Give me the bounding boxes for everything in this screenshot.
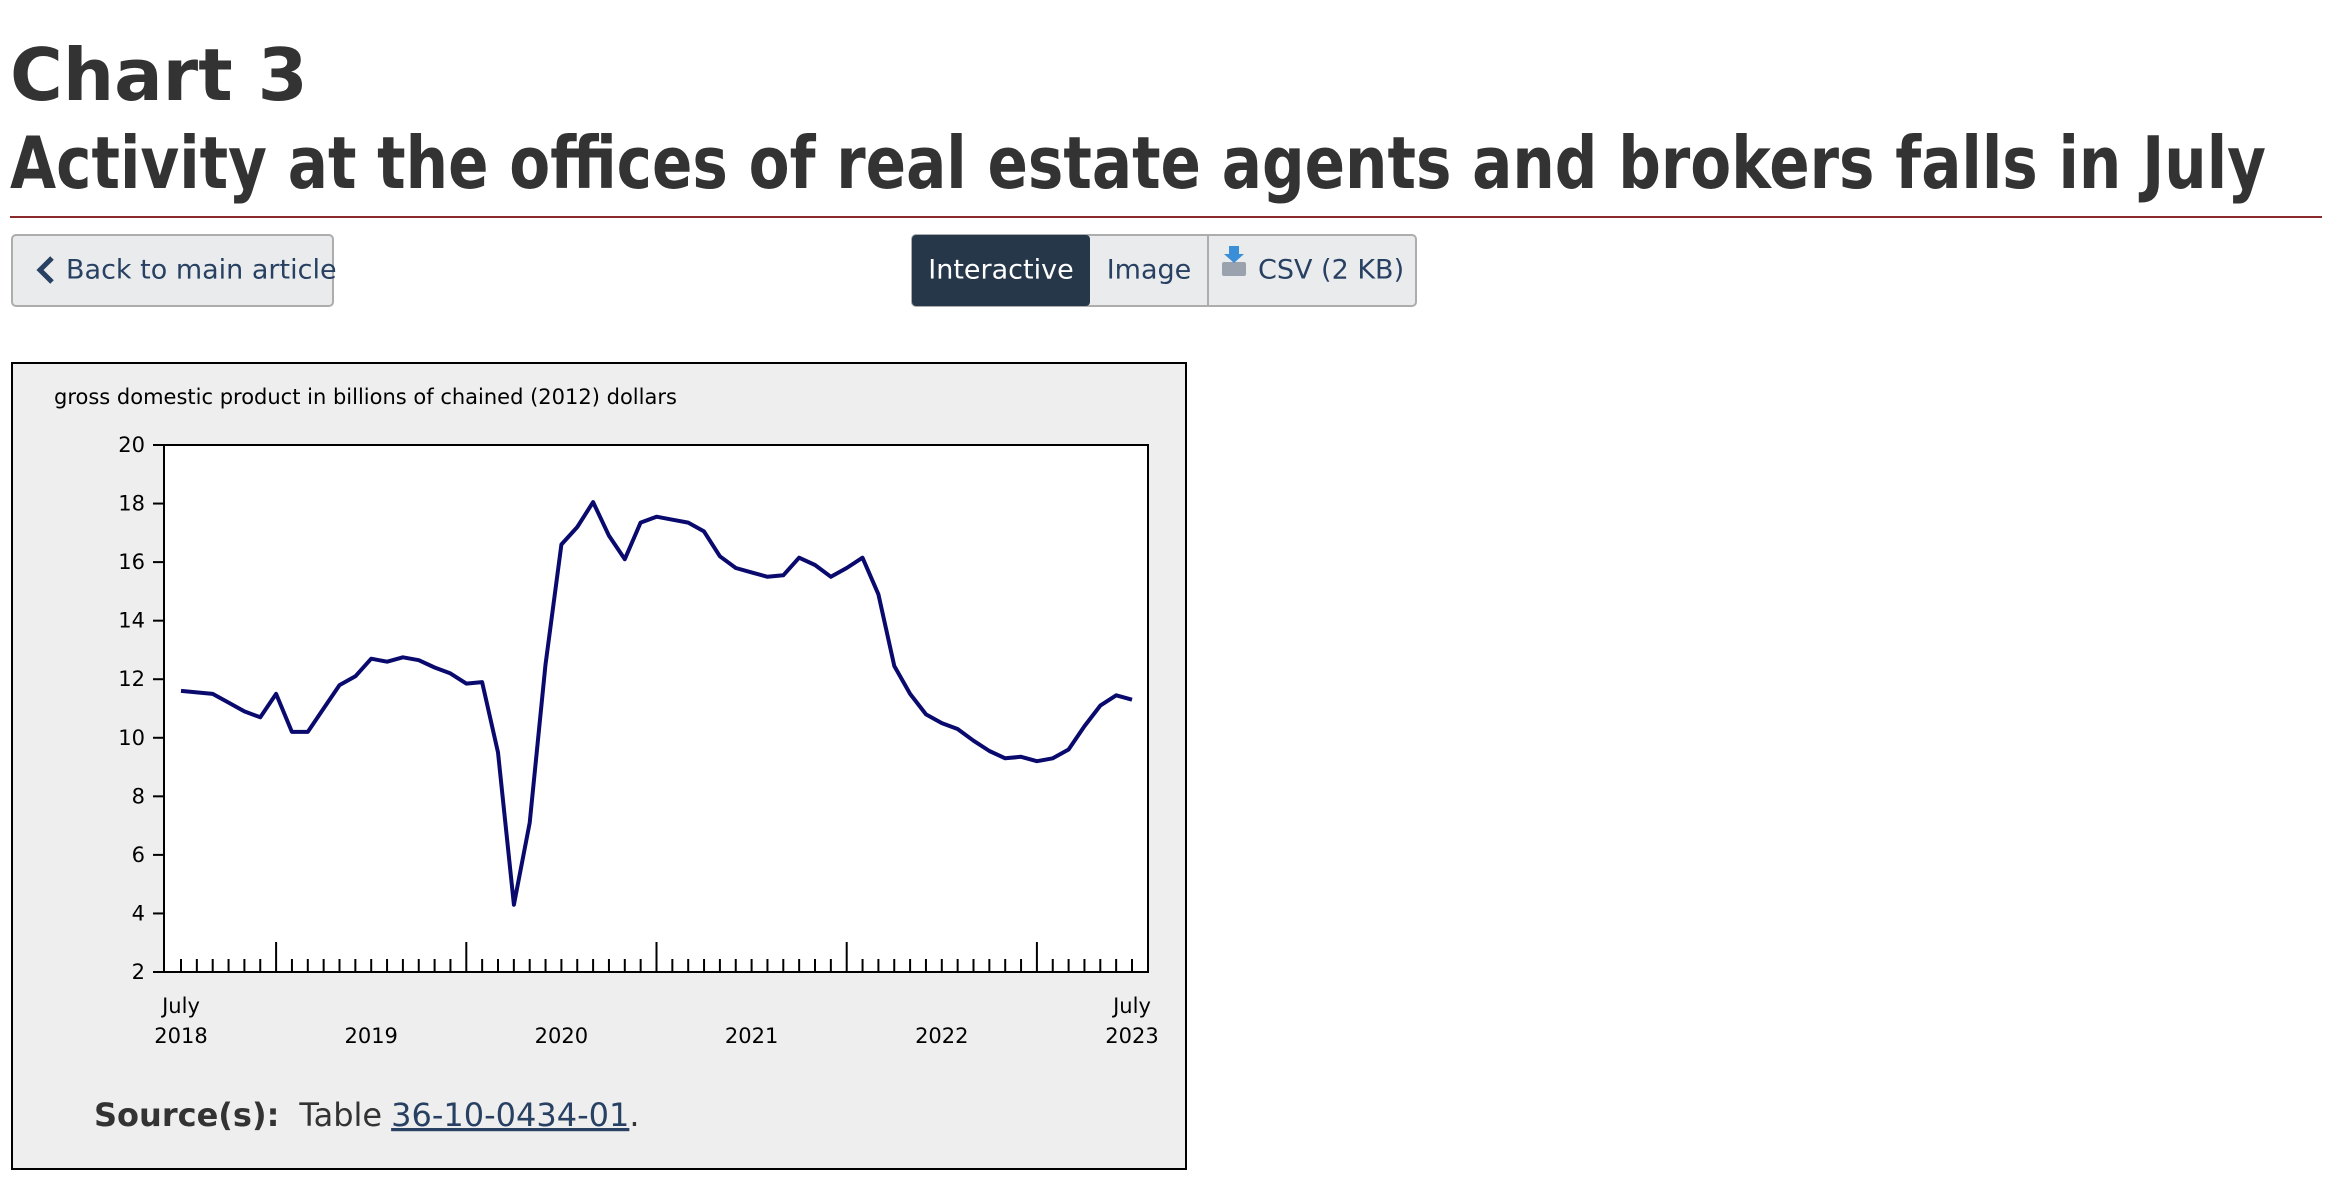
chart-label: Chart 3: [10, 33, 308, 117]
icon-arrow: [1224, 246, 1244, 263]
source-end: .: [629, 1096, 639, 1134]
back-button[interactable]: Back to main article: [11, 234, 337, 307]
page-title: Activity at the offices of real estate a…: [10, 121, 2266, 205]
back-link[interactable]: Back to main article: [66, 255, 337, 286]
source-note: Source(s): Table 36-10-0434-01.: [94, 1096, 640, 1134]
x-tick-label: 2018: [154, 1024, 207, 1048]
y-tick-label: 20: [118, 433, 145, 457]
plot-area: [163, 444, 1149, 973]
x-tick-label: July: [1111, 994, 1151, 1018]
y-tick-label: 4: [132, 901, 145, 925]
source-label: Source(s):: [94, 1096, 279, 1134]
y-tick-label: 12: [118, 667, 145, 691]
download-icon: [1222, 246, 1246, 276]
y-tick-label: 16: [118, 550, 145, 574]
back-button-bg: [11, 234, 334, 307]
x-tick-label: 2022: [915, 1024, 968, 1048]
y-tick-label: 6: [132, 843, 145, 867]
source-link[interactable]: 36-10-0434-01: [391, 1096, 629, 1134]
y-tick-label: 2: [132, 960, 145, 984]
tab-interactive[interactable]: Interactive: [928, 255, 1073, 286]
y-axis-title: gross domestic product in billions of ch…: [54, 385, 677, 409]
plot: 2 4 6 8 10 12 14 16 18 20 July 2018 2019 2020 2021 2022…: [118, 433, 1158, 1048]
source-text: Table: [298, 1096, 382, 1134]
data-line: [180, 500, 1133, 907]
icon-tray: [1222, 262, 1246, 276]
y-tick-label: 8: [132, 784, 145, 808]
tab-active-bg: [912, 235, 1090, 306]
y-tick-label: 10: [118, 726, 145, 750]
tab-csv[interactable]: CSV (2 KB): [1258, 255, 1404, 286]
chevron-icon: [36, 256, 54, 284]
y-tick-label: 18: [118, 492, 145, 516]
tab-image[interactable]: Image: [1107, 255, 1192, 286]
x-tick-label: 2019: [344, 1024, 397, 1048]
y-tick-label: 14: [118, 609, 145, 633]
x-tick-label: 2023: [1105, 1024, 1158, 1048]
x-tick-label: 2021: [725, 1024, 778, 1048]
x-tick-label: July: [160, 994, 200, 1018]
x-tick-label: 2020: [535, 1024, 588, 1048]
view-tabs: Interactive Image CSV (2 KB): [911, 234, 1417, 307]
